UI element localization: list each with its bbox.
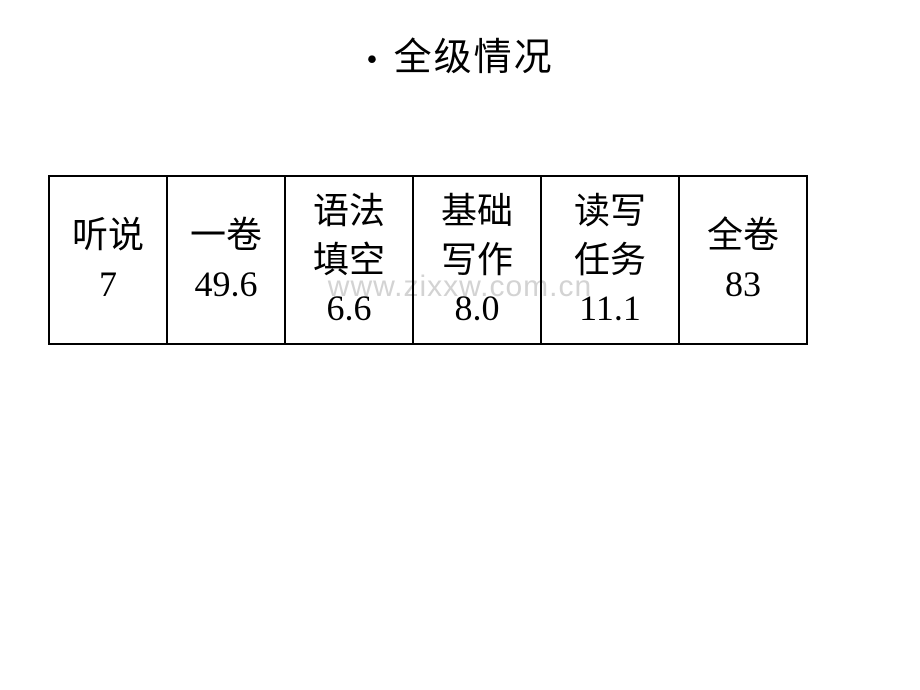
cell-label: 听说 — [54, 211, 162, 260]
page-title: • 全级情况 — [366, 26, 553, 81]
bullet-icon: • — [366, 41, 379, 78]
table-cell: 基础写作 8.0 — [413, 176, 541, 344]
table-cell: 读写任务 11.1 — [541, 176, 679, 344]
table-cell: 听说 7 — [49, 176, 167, 344]
table-cell: 一卷 49.6 — [167, 176, 285, 344]
cell-value: 83 — [684, 260, 802, 309]
cell-label: 全卷 — [684, 211, 802, 260]
title-text: 全级情况 — [394, 37, 554, 79]
cell-value: 49.6 — [172, 260, 280, 309]
table-row: 听说 7 一卷 49.6 语法填空 6.6 基础写作 8.0 读写任务 11.1… — [49, 176, 807, 344]
score-table: 听说 7 一卷 49.6 语法填空 6.6 基础写作 8.0 读写任务 11.1… — [48, 175, 808, 345]
cell-value: 11.1 — [546, 284, 674, 333]
cell-value: 6.6 — [290, 284, 408, 333]
cell-value: 7 — [54, 260, 162, 309]
cell-label: 语法填空 — [290, 187, 408, 284]
cell-value: 8.0 — [418, 284, 536, 333]
cell-label: 基础写作 — [418, 187, 536, 284]
cell-label: 一卷 — [172, 211, 280, 260]
table-cell: 全卷 83 — [679, 176, 807, 344]
table-cell: 语法填空 6.6 — [285, 176, 413, 344]
cell-label: 读写任务 — [546, 187, 674, 284]
page-title-area: • 全级情况 — [0, 26, 920, 81]
